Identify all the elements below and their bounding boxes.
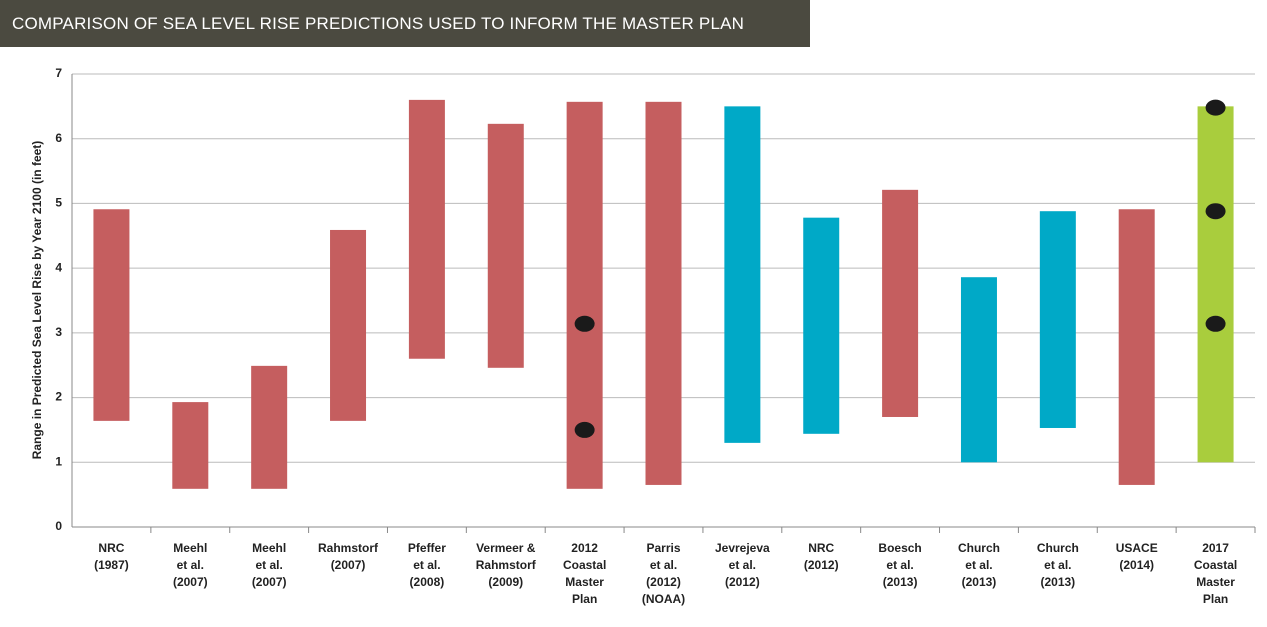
x-tick-label: (2009) — [488, 575, 523, 589]
x-tick-label: Parris — [646, 541, 680, 555]
x-tick-label: Church — [1037, 541, 1079, 555]
bar — [330, 229, 367, 421]
x-tick-label: (2013) — [962, 575, 997, 589]
x-tick-label: (2007) — [331, 558, 366, 572]
x-tick-label: NRC — [98, 541, 124, 555]
point — [574, 315, 595, 332]
x-tick-label: (2008) — [410, 575, 445, 589]
point — [1205, 203, 1226, 220]
x-tick-label: USACE — [1116, 541, 1158, 555]
bar — [251, 365, 288, 489]
x-tick-label: et al. — [177, 558, 204, 572]
x-tick-label: Church — [958, 541, 1000, 555]
x-tick-label: et al. — [965, 558, 992, 572]
y-tick-label: 0 — [55, 519, 62, 533]
x-tick-label: (NOAA) — [642, 592, 685, 606]
bar — [487, 123, 524, 368]
x-tick-label: et al. — [255, 558, 282, 572]
y-tick-label: 1 — [55, 454, 62, 468]
x-tick-label: Rahmstorf — [318, 541, 379, 555]
point — [1205, 99, 1226, 116]
x-tick-label: Plan — [572, 592, 597, 606]
x-tick-label: Boesch — [878, 541, 921, 555]
bar — [1039, 211, 1076, 428]
bar — [645, 101, 682, 485]
x-tick-label: 2012 — [571, 541, 598, 555]
x-tick-label: 2017 — [1202, 541, 1229, 555]
point — [574, 421, 595, 438]
bar — [1118, 209, 1155, 485]
x-tick-label: et al. — [729, 558, 756, 572]
y-tick-label: 6 — [55, 131, 62, 145]
x-tick-label: et al. — [650, 558, 677, 572]
bar — [960, 277, 997, 463]
x-tick-label: (2012) — [725, 575, 760, 589]
y-tick-label: 7 — [55, 66, 62, 80]
bar — [1197, 106, 1234, 463]
x-tick-label: et al. — [413, 558, 440, 572]
x-tick-label: (2012) — [804, 558, 839, 572]
x-tick-label: et al. — [1044, 558, 1071, 572]
x-tick-label: (2013) — [1040, 575, 1075, 589]
y-tick-label: 4 — [55, 260, 62, 274]
x-tick-label: (2014) — [1119, 558, 1154, 572]
x-tick-label: Meehl — [252, 541, 286, 555]
bar — [93, 209, 130, 421]
x-tick-label: Meehl — [173, 541, 207, 555]
x-tick-label: et al. — [886, 558, 913, 572]
point — [1205, 315, 1226, 332]
x-tick-label: Master — [565, 575, 604, 589]
x-tick-label: Plan — [1203, 592, 1228, 606]
x-tick-label: Vermeer & — [476, 541, 536, 555]
x-tick-label: Pfeffer — [408, 541, 446, 555]
x-tick-label: Coastal — [563, 558, 606, 572]
x-tick-label: (2012) — [646, 575, 681, 589]
bar — [172, 402, 209, 489]
bar — [724, 106, 761, 443]
bar — [408, 99, 445, 359]
y-tick-label: 5 — [55, 196, 62, 210]
x-tick-label: (1987) — [94, 558, 129, 572]
x-tick-label: Master — [1196, 575, 1235, 589]
chart-title: COMPARISON OF SEA LEVEL RISE PREDICTIONS… — [0, 0, 810, 47]
bar — [882, 189, 919, 417]
x-tick-label: (2013) — [883, 575, 918, 589]
y-axis-label: Range in Predicted Sea Level Rise by Yea… — [30, 141, 44, 460]
bar — [803, 217, 840, 434]
x-tick-label: Rahmstorf — [476, 558, 537, 572]
x-tick-label: NRC — [808, 541, 834, 555]
x-tick-label: Jevrejeva — [715, 541, 770, 555]
y-tick-label: 3 — [55, 325, 62, 339]
x-tick-label: (2007) — [252, 575, 287, 589]
y-tick-label: 2 — [55, 390, 62, 404]
x-tick-label: Coastal — [1194, 558, 1237, 572]
x-tick-label: (2007) — [173, 575, 208, 589]
